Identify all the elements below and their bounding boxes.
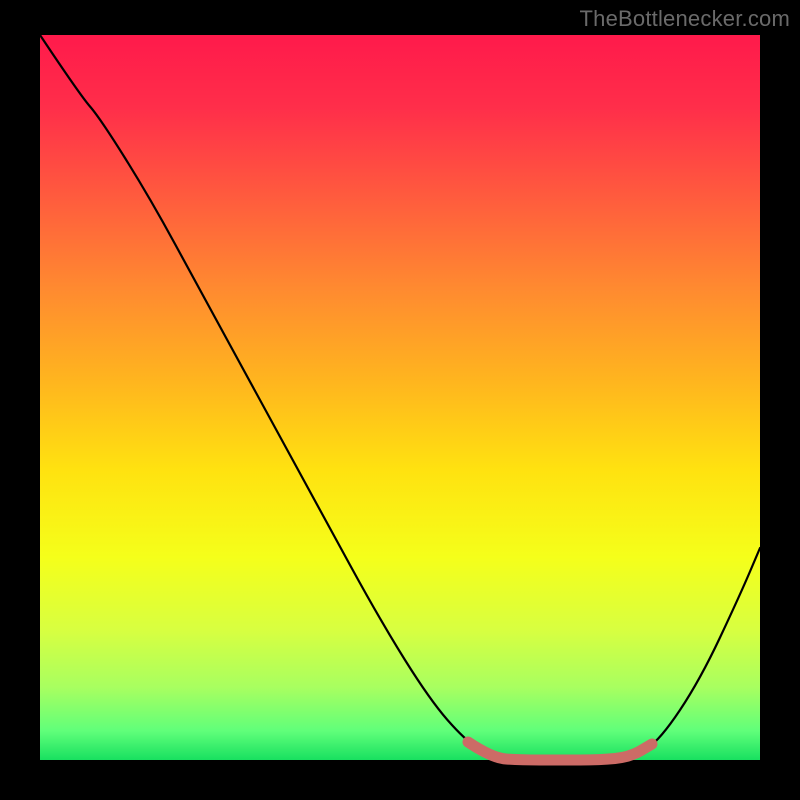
watermark-text: TheBottlenecker.com — [580, 6, 790, 32]
bottleneck-chart — [0, 0, 800, 800]
chart-frame: TheBottlenecker.com — [0, 0, 800, 800]
